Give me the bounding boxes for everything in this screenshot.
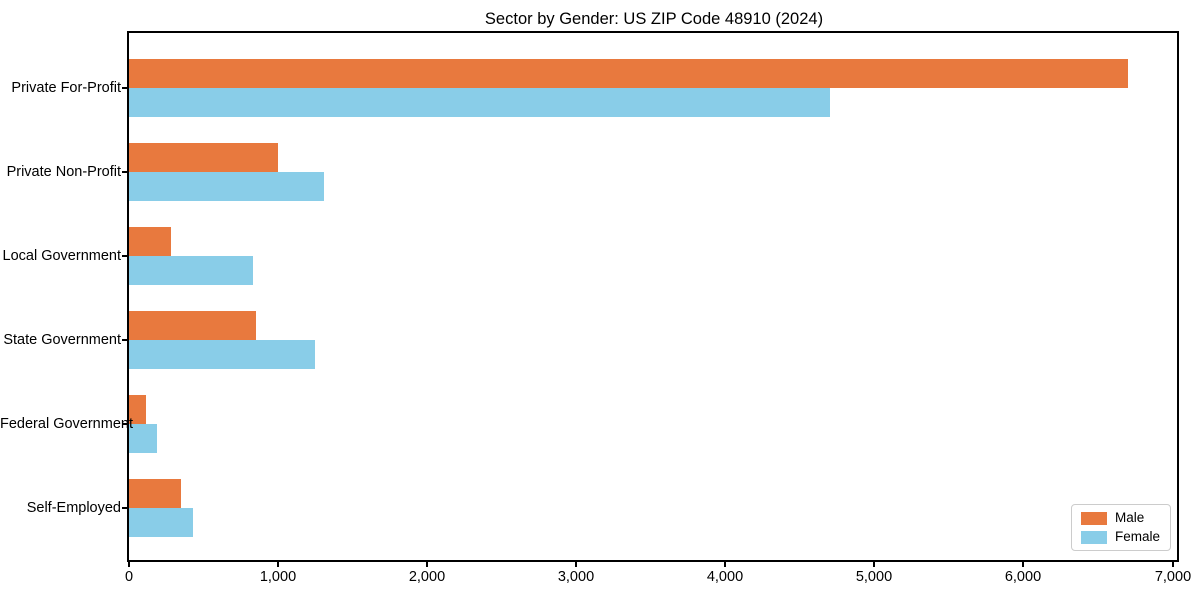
x-tick-label: 2,000 xyxy=(408,569,446,585)
legend: Male Female xyxy=(1070,504,1171,551)
x-tick-label: 6,000 xyxy=(1004,569,1042,585)
x-tick xyxy=(277,562,279,567)
x-tick-label: 4,000 xyxy=(706,569,744,585)
x-tick xyxy=(128,562,130,567)
x-tick xyxy=(724,562,726,567)
bar-female xyxy=(129,88,830,117)
plot-area: Male Female xyxy=(127,31,1179,562)
bar-female xyxy=(129,340,315,369)
y-tick xyxy=(122,423,127,425)
y-tick xyxy=(122,339,127,341)
x-tick-label: 0 xyxy=(124,569,134,585)
legend-swatch-female xyxy=(1080,530,1107,544)
y-axis-label: Local Government xyxy=(2,248,121,264)
bar-male xyxy=(129,479,181,508)
chart-title: Sector by Gender: US ZIP Code 48910 (202… xyxy=(484,10,824,28)
bar-male xyxy=(129,59,1128,88)
x-tick xyxy=(873,562,875,567)
x-tick xyxy=(426,562,428,567)
y-axis-label: Self-Employed xyxy=(26,500,121,516)
y-tick xyxy=(122,255,127,257)
x-tick-label: 7,000 xyxy=(1154,569,1192,585)
legend-label: Female xyxy=(1114,529,1160,544)
bar-male xyxy=(129,311,256,340)
y-axis-label: State Government xyxy=(3,332,121,348)
bar-male xyxy=(129,143,278,172)
bar-female xyxy=(129,508,193,537)
bar-female xyxy=(129,172,324,201)
x-tick-label: 3,000 xyxy=(557,569,595,585)
y-tick xyxy=(122,507,127,509)
x-tick xyxy=(575,562,577,567)
bar-female xyxy=(129,424,157,453)
legend-label: Male xyxy=(1114,510,1145,525)
bar-male xyxy=(129,227,171,256)
y-tick xyxy=(122,87,127,89)
bar-male xyxy=(129,395,146,424)
legend-entry: Male xyxy=(1080,510,1160,525)
legend-swatch-male xyxy=(1080,511,1107,525)
bar-female xyxy=(129,256,253,285)
x-tick xyxy=(1022,562,1024,567)
y-tick xyxy=(122,171,127,173)
y-axis-label: Private Non-Profit xyxy=(6,164,121,180)
x-tick xyxy=(1172,562,1174,567)
y-axis-label: Private For-Profit xyxy=(11,80,121,96)
x-tick-label: 1,000 xyxy=(259,569,297,585)
y-axis-label: Federal Government xyxy=(0,416,133,432)
legend-entry: Female xyxy=(1080,529,1160,544)
x-tick-label: 5,000 xyxy=(855,569,893,585)
